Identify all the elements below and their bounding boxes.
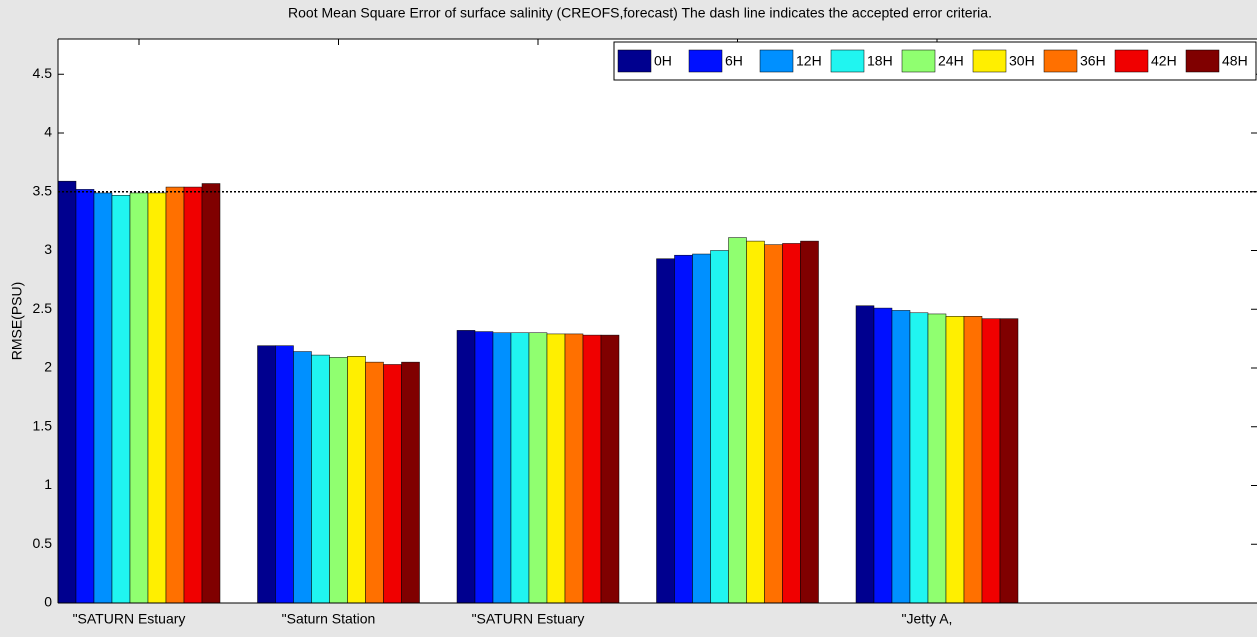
y-tick-label: 4 (44, 124, 52, 140)
bar (656, 258, 675, 604)
y-tick-label: 3.5 (33, 182, 53, 198)
bar (528, 332, 548, 604)
bar (111, 195, 131, 604)
legend-swatch (1185, 49, 1220, 73)
bar (582, 334, 602, 604)
y-tick-label: 2.5 (33, 300, 53, 316)
y-tick-label: 0 (44, 594, 52, 610)
bar (474, 331, 494, 604)
bar (891, 310, 911, 604)
bar (746, 240, 765, 604)
bar (909, 312, 929, 604)
bar (456, 330, 476, 604)
bar (510, 332, 530, 604)
legend-swatch (688, 49, 723, 73)
bar (329, 357, 348, 604)
bar (692, 253, 711, 604)
y-tick-label: 3 (44, 241, 52, 257)
bar (293, 351, 312, 604)
bar (981, 318, 1001, 604)
y-tick-label: 4.5 (33, 65, 53, 81)
legend-label: 42H (1151, 53, 1177, 69)
bar (93, 192, 113, 604)
legend-label: 6H (725, 53, 743, 69)
legend-label: 0H (654, 53, 672, 69)
bar (257, 345, 276, 604)
bar (129, 192, 149, 604)
bar (365, 361, 384, 604)
legend-label: 48H (1222, 53, 1248, 69)
legend-label: 18H (867, 53, 893, 69)
bar (347, 356, 366, 604)
bar (782, 243, 801, 604)
bar (873, 307, 893, 604)
bar (600, 334, 620, 604)
bar (57, 180, 77, 604)
bar (945, 316, 965, 604)
y-tick-label: 0.5 (33, 535, 53, 551)
legend: 0H 6H 12H 18H 24H 30H 36H 42H 48H (613, 41, 1257, 81)
bar (165, 186, 185, 604)
legend-label: 30H (1009, 53, 1035, 69)
legend-swatch (617, 49, 652, 73)
bar (999, 318, 1019, 604)
bar (75, 189, 95, 604)
bar (564, 333, 584, 604)
legend-swatch (759, 49, 794, 73)
chart-title: Root Mean Square Error of surface salini… (288, 5, 992, 21)
bar (764, 244, 783, 604)
bar (201, 183, 221, 604)
bar (728, 237, 747, 604)
bar (800, 240, 819, 604)
legend-label: 12H (796, 53, 822, 69)
bar (927, 313, 947, 604)
bar (383, 364, 402, 604)
y-tick-label: 1.5 (33, 417, 53, 433)
bar (183, 186, 203, 604)
bar (147, 192, 167, 604)
bar (311, 354, 330, 604)
x-tick-label: "Jetty A, (902, 611, 953, 627)
x-tick-label: "Saturn Station (282, 611, 376, 627)
bar (855, 305, 875, 604)
bar (674, 254, 693, 604)
legend-swatch (830, 49, 865, 73)
legend-swatch (1114, 49, 1149, 73)
x-tick-label: "SATURN Estuary (472, 611, 585, 627)
y-tick-label: 1 (44, 476, 52, 492)
legend-label: 24H (938, 53, 964, 69)
bar (710, 250, 729, 604)
bar (492, 332, 512, 604)
legend-swatch (972, 49, 1007, 73)
y-tick-label: 2 (44, 359, 52, 375)
bar (275, 345, 294, 604)
x-tick-label: "SATURN Estuary (73, 611, 186, 627)
bar (546, 333, 566, 604)
legend-label: 36H (1080, 53, 1106, 69)
bar (963, 316, 983, 604)
legend-swatch (1043, 49, 1078, 73)
legend-swatch (901, 49, 936, 73)
bar (401, 361, 420, 604)
y-axis-label: RMSE(PSU) (9, 282, 25, 361)
